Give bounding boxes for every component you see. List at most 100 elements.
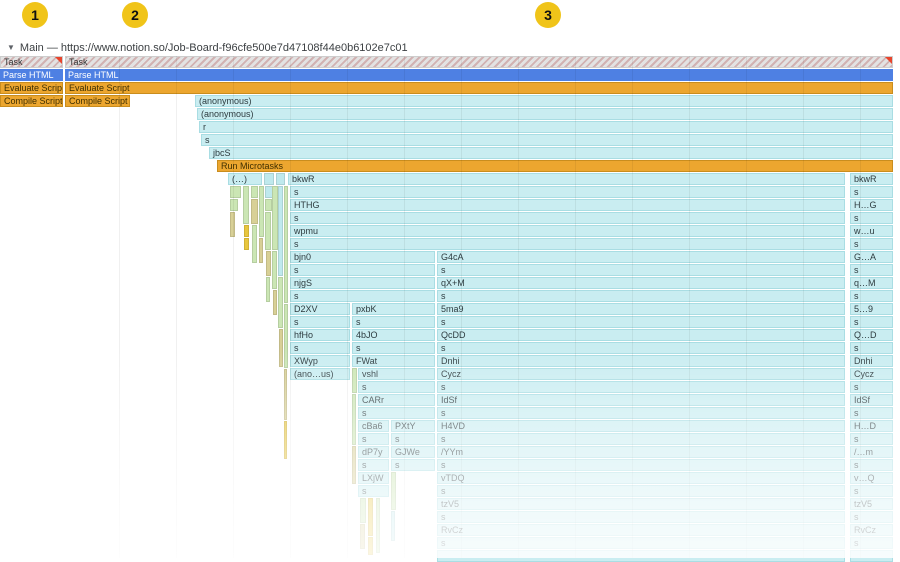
flame-bar[interactable]: s	[352, 316, 435, 328]
flame-bar[interactable]: Parse HTML	[0, 69, 63, 81]
micro-frame-bar[interactable]	[251, 186, 258, 198]
main-track-header[interactable]: ▼ Main — https://www.notion.so/Job-Board…	[0, 40, 900, 55]
flame-bar[interactable]	[850, 550, 893, 562]
micro-frame-bar[interactable]	[266, 277, 270, 302]
flame-bar[interactable]: H…D	[850, 420, 893, 432]
flame-bar[interactable]: PXtY	[391, 420, 435, 432]
flame-bar[interactable]: Parse HTML	[65, 69, 893, 81]
micro-frame-bar[interactable]	[244, 238, 249, 250]
collapse-toggle-icon[interactable]: ▼	[7, 43, 15, 52]
flame-bar[interactable]: s	[437, 381, 845, 393]
flame-bar[interactable]: s	[850, 459, 893, 471]
flame-bar[interactable]: (anonymous)	[197, 108, 893, 120]
flame-bar[interactable]: s	[290, 212, 845, 224]
flame-bar[interactable]: vTDQ	[437, 472, 845, 484]
micro-frame-bar[interactable]	[252, 225, 257, 263]
flame-bar[interactable]: s	[437, 290, 845, 302]
flame-bar[interactable]: r	[199, 121, 893, 133]
flame-bar[interactable]: s	[290, 264, 435, 276]
flame-bar[interactable]: HTHG	[290, 199, 845, 211]
micro-frame-bar[interactable]	[284, 186, 288, 303]
flame-bar[interactable]: s	[850, 212, 893, 224]
flame-bar[interactable]: s	[850, 407, 893, 419]
flame-bar[interactable]: s	[358, 381, 435, 393]
flame-bar[interactable]: Q…D	[850, 329, 893, 341]
flame-bar[interactable]: GJWe	[391, 446, 435, 458]
micro-frame-bar[interactable]	[360, 498, 366, 523]
flame-bar[interactable]: s	[850, 511, 893, 523]
flame-bar[interactable]: s	[290, 238, 845, 250]
flame-bar[interactable]: Task	[0, 56, 63, 68]
flame-bar[interactable]: Evaluate Script	[0, 82, 63, 94]
flame-bar[interactable]: bkwR	[288, 173, 845, 185]
flame-bar[interactable]: tzV5	[437, 498, 845, 510]
flame-bar[interactable]: bjn0	[290, 251, 435, 263]
flame-bar[interactable]: LXjW	[358, 472, 389, 484]
micro-frame-bar[interactable]	[391, 472, 396, 510]
flame-bar[interactable]: s	[437, 264, 845, 276]
micro-frame-bar[interactable]	[352, 368, 357, 393]
flame-bar[interactable]: s	[850, 316, 893, 328]
micro-frame-bar[interactable]	[278, 186, 283, 276]
flame-bar[interactable]: s	[391, 459, 435, 471]
flame-bar[interactable]: 4bJO	[352, 329, 435, 341]
micro-frame-bar[interactable]	[284, 304, 288, 368]
flame-bar[interactable]: s	[290, 342, 350, 354]
flame-bar[interactable]: s	[850, 290, 893, 302]
flame-bar[interactable]: CARr	[358, 394, 435, 406]
flame-bar[interactable]: H…G	[850, 199, 893, 211]
flame-bar[interactable]: s	[437, 511, 845, 523]
flame-bar[interactable]: s	[850, 342, 893, 354]
flame-bar[interactable]: s	[290, 316, 350, 328]
flame-bar[interactable]: 5…9	[850, 303, 893, 315]
micro-frame-bar[interactable]	[230, 186, 241, 198]
flame-bar[interactable]: s	[437, 537, 845, 549]
flame-bar[interactable]: H4VD	[437, 420, 845, 432]
flame-bar[interactable]: w…u	[850, 225, 893, 237]
micro-frame-bar[interactable]	[279, 329, 283, 367]
micro-frame-bar[interactable]	[276, 173, 285, 185]
flame-bar[interactable]: RvCz	[437, 524, 845, 536]
micro-frame-bar[interactable]	[265, 212, 271, 250]
flame-bar[interactable]: s	[358, 433, 389, 445]
flame-bar[interactable]: D2XV	[290, 303, 350, 315]
flame-bar[interactable]: v…Q	[850, 472, 893, 484]
micro-frame-bar[interactable]	[360, 524, 365, 549]
flame-bar[interactable]: IdSf	[437, 394, 845, 406]
flame-bar[interactable]: Task	[65, 56, 893, 68]
flame-bar[interactable]: s	[437, 433, 845, 445]
flame-bar[interactable]: Dnhi	[437, 355, 845, 367]
flame-bar[interactable]: Run Microtasks	[217, 160, 893, 172]
flame-bar[interactable]: wpmu	[290, 225, 845, 237]
flame-bar[interactable]: QcDD	[437, 329, 845, 341]
flame-bar[interactable]: s	[850, 537, 893, 549]
flame-bar[interactable]: (anonymous)	[195, 95, 893, 107]
micro-frame-bar[interactable]	[368, 498, 373, 536]
flame-bar[interactable]: Cycz	[850, 368, 893, 380]
flame-bar[interactable]: s	[850, 238, 893, 250]
micro-frame-bar[interactable]	[273, 290, 277, 315]
flame-bar[interactable]: (…)	[228, 173, 262, 185]
flame-bar[interactable]: tzV5	[850, 498, 893, 510]
micro-frame-bar[interactable]	[251, 199, 258, 224]
flame-bar[interactable]: s	[358, 485, 389, 497]
micro-frame-bar[interactable]	[259, 186, 264, 237]
flame-bar[interactable]: s	[437, 485, 845, 497]
micro-frame-bar[interactable]	[230, 212, 235, 237]
flame-bar[interactable]: FWat	[352, 355, 435, 367]
flame-bar[interactable]: s	[850, 186, 893, 198]
flame-bar[interactable]: XWyp	[290, 355, 350, 367]
flame-bar[interactable]: Compile Script	[65, 95, 130, 107]
micro-frame-bar[interactable]	[368, 537, 373, 555]
flame-bar[interactable]: Dnhi	[850, 355, 893, 367]
micro-frame-bar[interactable]	[284, 421, 287, 459]
flame-bar[interactable]: Evaluate Script	[65, 82, 893, 94]
micro-frame-bar[interactable]	[265, 199, 272, 211]
micro-frame-bar[interactable]	[259, 238, 263, 263]
flame-bar[interactable]: njgS	[290, 277, 435, 289]
flame-bar[interactable]: Cycz	[437, 368, 845, 380]
flame-bar[interactable]: s	[358, 459, 389, 471]
micro-frame-bar[interactable]	[230, 199, 238, 211]
flame-bar[interactable]: q…M	[850, 277, 893, 289]
flame-bar[interactable]: G…A	[850, 251, 893, 263]
